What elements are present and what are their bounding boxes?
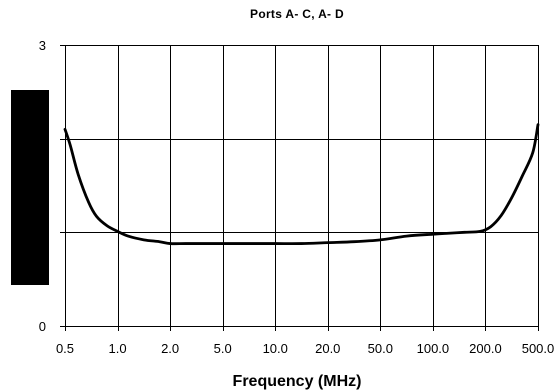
x-tick-label: 0.5 <box>56 341 74 356</box>
grid-lines <box>65 45 539 327</box>
x-axis-title: Frequency (MHz) <box>233 373 362 390</box>
x-tick-label: 200.0 <box>469 341 502 356</box>
x-tick-label: 2.0 <box>161 341 179 356</box>
y-axis-label-redaction-block <box>11 90 49 285</box>
y-tick-label: 3 <box>39 38 46 53</box>
x-tick-labels: 0.5 1.0 2.0 5.0 10.0 20.0 50.0 100.0 200.0 500.0 <box>56 341 554 356</box>
chart-title: Ports A- C, A- D <box>250 7 344 21</box>
plot-area <box>60 45 540 331</box>
x-tick-label: 500.0 <box>522 341 555 356</box>
x-tick-label: 10.0 <box>263 341 288 356</box>
y-tick-label: 0 <box>39 319 46 334</box>
x-tick-label: 100.0 <box>417 341 450 356</box>
x-tick-label: 50.0 <box>368 341 393 356</box>
x-tick-label: 20.0 <box>315 341 340 356</box>
axis-ticks <box>60 45 539 331</box>
x-tick-label: 5.0 <box>214 341 232 356</box>
plot-background <box>65 45 538 326</box>
series-line <box>63 123 540 246</box>
x-tick-label: 1.0 <box>109 341 127 356</box>
